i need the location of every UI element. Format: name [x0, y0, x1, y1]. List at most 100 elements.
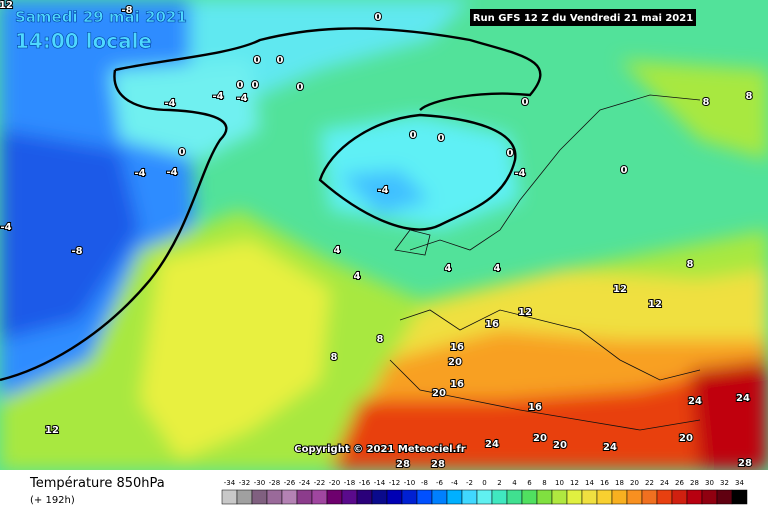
scale-swatch: [671, 489, 688, 505]
scale-label: 12: [570, 479, 579, 487]
contour-label: 0: [179, 147, 186, 158]
local-time: 14:00 locale: [15, 29, 152, 53]
scale-label: -6: [436, 479, 444, 487]
contour-label: 0: [252, 80, 259, 91]
scale-label: 4: [512, 479, 517, 487]
scale-label: 0: [482, 479, 486, 487]
contour-label: 0: [621, 165, 628, 176]
scale-swatch: [251, 489, 268, 505]
contour-label: 20: [432, 388, 446, 399]
scale-label: -8: [421, 479, 428, 487]
scale-swatch: [416, 489, 433, 505]
contour-label: 0: [277, 55, 284, 66]
contour-label: -8: [121, 5, 132, 16]
contour-label: -4: [377, 185, 388, 196]
scale-label: 14: [585, 479, 594, 487]
lead-time: (+ 192h): [30, 495, 75, 506]
coastlines: [389, 94, 701, 431]
scale-swatch: [641, 489, 658, 505]
scale-swatch: [566, 489, 583, 505]
scale-swatch: [626, 489, 643, 505]
contour-label: 8: [703, 97, 710, 108]
contour-label: 4: [494, 263, 501, 274]
scale-swatch: [266, 489, 283, 505]
contour-label: 12: [518, 307, 532, 318]
scale-swatch: [506, 489, 523, 505]
zero-isotherm: [0, 27, 542, 382]
scale-swatch: [536, 489, 553, 505]
contour-label: -4: [164, 98, 175, 109]
contour-label: 12: [0, 0, 13, 11]
scale-swatch: [491, 489, 508, 505]
scale-swatch: [731, 489, 748, 505]
scale-swatch: [341, 489, 358, 505]
run-box: [470, 9, 696, 26]
scale-swatch: [356, 489, 373, 505]
contour-label: 12: [45, 425, 59, 436]
contour-label: 20: [553, 440, 567, 451]
contour-label: 28: [738, 458, 752, 469]
scale-swatch: [326, 489, 343, 505]
scale-label: -32: [239, 479, 250, 487]
contour-label: 20: [533, 433, 547, 444]
scale-label: -20: [329, 479, 340, 487]
contour-label: 20: [448, 357, 462, 368]
contour-label: 28: [396, 459, 410, 470]
scale-swatch: [431, 489, 448, 505]
scale-label: -28: [269, 479, 280, 487]
contour-label: 16: [450, 342, 464, 353]
contour-label: -4: [236, 93, 247, 104]
contour-label: 8: [331, 352, 338, 363]
contour-label: 4: [354, 271, 361, 282]
scale-swatch: [401, 489, 418, 505]
contour-label: -8: [71, 246, 82, 257]
contour-label: 12: [613, 284, 627, 295]
scale-swatch: [221, 489, 238, 505]
scale-label: -4: [451, 479, 459, 487]
scale-label: -34: [224, 479, 236, 487]
contour-label: 28: [431, 459, 445, 470]
scale-swatch: [716, 489, 733, 505]
contour-label: 0: [254, 55, 261, 66]
scale-label: 22: [645, 479, 654, 487]
scale-swatch: [461, 489, 478, 505]
scale-label: 10: [555, 479, 564, 487]
contour-label: 0: [438, 133, 445, 144]
contour-label: 0: [297, 82, 304, 93]
contour-label: -4: [166, 167, 177, 178]
scale-label: 6: [527, 479, 532, 487]
contour-label: 8: [377, 334, 384, 345]
scale-label: -10: [404, 479, 415, 487]
scale-swatch: [596, 489, 613, 505]
contour-label: 24: [485, 439, 499, 450]
contour-label: 16: [528, 402, 542, 413]
scale-label: 8: [542, 479, 546, 487]
contour-label: 0: [375, 12, 382, 23]
legend-title: Température 850hPa: [29, 476, 165, 491]
scale-swatch: [551, 489, 568, 505]
scale-label: -22: [314, 479, 325, 487]
scale-swatch: [611, 489, 628, 505]
scale-swatch: [311, 489, 328, 505]
scale-swatch: [446, 489, 463, 505]
scale-label: -18: [344, 479, 355, 487]
scale-label: -30: [254, 479, 265, 487]
contour-label: 0: [522, 97, 529, 108]
contour-label: 8: [746, 91, 753, 102]
scale-swatch: [236, 489, 253, 505]
scale-swatch: [476, 489, 493, 505]
scale-label: 28: [690, 479, 699, 487]
scale-swatch: [581, 489, 598, 505]
contour-label: 20: [679, 433, 693, 444]
scale-label: 30: [705, 479, 714, 487]
contour-label: 4: [334, 245, 341, 256]
run-info: Run GFS 12 Z du Vendredi 21 mai 2021: [473, 13, 693, 24]
scale-label: 2: [497, 479, 501, 487]
contour-label: -4: [514, 168, 525, 179]
scale-label: -26: [284, 479, 296, 487]
scale-swatch: [386, 489, 403, 505]
contour-label: 4: [445, 263, 452, 274]
contour-labels: 12 -800 00-4-4 -40 00 880 00-4 -400-4-4-4-8 444 8…: [0, 0, 754, 471]
scale-label: 26: [675, 479, 684, 487]
